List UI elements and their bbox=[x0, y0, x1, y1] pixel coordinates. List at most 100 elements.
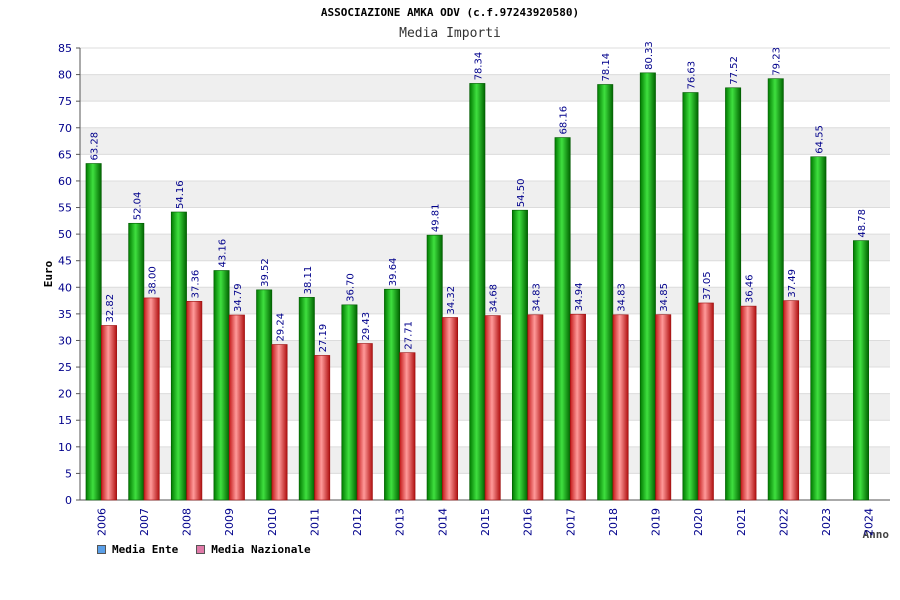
bar-nazionale bbox=[399, 352, 416, 501]
y-tick-label: 65 bbox=[58, 148, 72, 161]
y-tick-label: 15 bbox=[58, 414, 72, 427]
x-tick-label: 2024 bbox=[863, 508, 876, 536]
y-tick-label: 5 bbox=[65, 467, 72, 480]
bar-ente-label: 64.55 bbox=[814, 125, 825, 154]
bar-nazionale bbox=[697, 302, 714, 501]
grid-band bbox=[80, 48, 890, 75]
bar-nazionale-label: 34.83 bbox=[617, 283, 628, 312]
bar-ente bbox=[853, 240, 869, 501]
bar-nazionale-label: 34.32 bbox=[446, 286, 457, 315]
x-tick-label: 2009 bbox=[223, 508, 236, 536]
bar-ente bbox=[810, 156, 827, 501]
bar-nazionale-label: 34.83 bbox=[531, 283, 542, 312]
bar-ente-label: 52.04 bbox=[132, 192, 143, 221]
bar-nazionale bbox=[186, 301, 203, 501]
bar-ente bbox=[213, 270, 230, 501]
y-tick-label: 55 bbox=[58, 202, 72, 215]
y-tick-label: 80 bbox=[58, 69, 72, 82]
y-tick-label: 70 bbox=[58, 122, 72, 135]
bar-ente-label: 54.16 bbox=[175, 180, 186, 209]
bar-nazionale-label: 34.94 bbox=[574, 283, 585, 312]
y-tick-label: 45 bbox=[58, 255, 72, 268]
chart-title: ASSOCIAZIONE AMKA ODV (c.f.97243920580) bbox=[320, 6, 580, 19]
bar-ente bbox=[384, 288, 401, 501]
bar-ente bbox=[170, 211, 187, 501]
bar-nazionale-label: 29.24 bbox=[276, 313, 287, 342]
bar-nazionale-label: 34.79 bbox=[233, 283, 244, 312]
y-axis-title: Euro bbox=[42, 260, 55, 287]
x-axis-title: Anno bbox=[863, 528, 890, 541]
bar-ente bbox=[639, 72, 656, 501]
bar-ente bbox=[725, 87, 742, 501]
bar-nazionale bbox=[101, 325, 117, 501]
x-tick-label: 2018 bbox=[607, 508, 620, 536]
bar-nazionale bbox=[442, 317, 459, 501]
x-tick-label: 2015 bbox=[479, 508, 492, 536]
bar-nazionale bbox=[783, 300, 800, 501]
bar-ente-label: 54.50 bbox=[516, 179, 527, 208]
bar-ente bbox=[128, 222, 145, 501]
x-tick-label: 2013 bbox=[394, 508, 407, 536]
y-tick-label: 25 bbox=[58, 361, 72, 374]
x-tick-label: 2006 bbox=[95, 508, 108, 536]
bar-ente bbox=[341, 304, 358, 501]
x-tick-label: 2007 bbox=[138, 508, 151, 536]
x-tick-label: 2016 bbox=[522, 508, 535, 536]
bar-ente-label: 80.33 bbox=[644, 41, 655, 70]
bar-ente-label: 68.16 bbox=[559, 106, 570, 135]
x-tick-label: 2022 bbox=[777, 508, 790, 536]
bar-ente-label: 79.23 bbox=[772, 47, 783, 76]
legend-label-ente: Media Ente bbox=[112, 543, 179, 556]
legend-item-ente: Media Ente bbox=[97, 543, 178, 556]
bar-nazionale-label: 36.46 bbox=[744, 274, 755, 303]
bar-ente bbox=[554, 137, 571, 501]
bar-ente bbox=[298, 297, 315, 501]
bar-ente bbox=[256, 289, 273, 501]
y-tick-label: 75 bbox=[58, 95, 72, 108]
bar-ente bbox=[682, 92, 699, 501]
x-tick-label: 2008 bbox=[181, 508, 194, 536]
y-tick-label: 85 bbox=[58, 42, 72, 55]
bar-nazionale bbox=[655, 314, 672, 501]
bar-ente bbox=[597, 84, 614, 501]
bar-nazionale-label: 37.36 bbox=[190, 270, 201, 299]
bar-nazionale bbox=[612, 314, 629, 501]
x-tick-label: 2021 bbox=[735, 508, 748, 536]
bar-nazionale bbox=[740, 305, 757, 501]
bar-ente-label: 49.81 bbox=[431, 203, 442, 232]
chart-subtitle: Media Importi bbox=[399, 26, 501, 41]
bar-nazionale-label: 27.71 bbox=[403, 321, 414, 350]
y-tick-label: 50 bbox=[58, 228, 72, 241]
bar-ente bbox=[469, 83, 486, 501]
bar-nazionale bbox=[314, 355, 331, 501]
bar-nazionale bbox=[527, 314, 544, 501]
bar-ente-label: 48.78 bbox=[857, 209, 868, 238]
bar-ente bbox=[85, 163, 102, 501]
x-tick-label: 2023 bbox=[820, 508, 833, 536]
legend-item-nazionale: Media Nazionale bbox=[196, 543, 311, 556]
bar-ente bbox=[767, 78, 784, 501]
bar-ente bbox=[426, 234, 443, 501]
y-tick-label: 35 bbox=[58, 308, 72, 321]
x-tick-label: 2014 bbox=[436, 508, 449, 536]
bar-ente-label: 39.52 bbox=[260, 258, 271, 287]
bar-ente-label: 43.16 bbox=[218, 239, 229, 268]
bar-ente-label: 39.64 bbox=[388, 258, 399, 287]
bar-nazionale bbox=[228, 314, 245, 501]
bar-nazionale bbox=[356, 343, 373, 501]
bar-nazionale-label: 38.00 bbox=[148, 266, 159, 295]
x-tick-label: 2020 bbox=[692, 508, 705, 536]
x-tick-label: 2010 bbox=[266, 508, 279, 536]
legend: Media Ente Media Nazionale bbox=[97, 543, 311, 556]
y-tick-label: 20 bbox=[58, 388, 72, 401]
y-tick-label: 40 bbox=[58, 281, 72, 294]
x-tick-label: 2011 bbox=[308, 508, 321, 536]
bar-nazionale-label: 37.49 bbox=[787, 269, 798, 298]
legend-swatch-nazionale bbox=[196, 545, 206, 554]
bar-ente-label: 78.34 bbox=[473, 52, 484, 81]
bar-nazionale-label: 32.82 bbox=[105, 294, 116, 323]
y-tick-label: 0 bbox=[65, 494, 72, 507]
y-tick-label: 10 bbox=[58, 441, 72, 454]
bar-nazionale-label: 29.43 bbox=[361, 312, 372, 341]
